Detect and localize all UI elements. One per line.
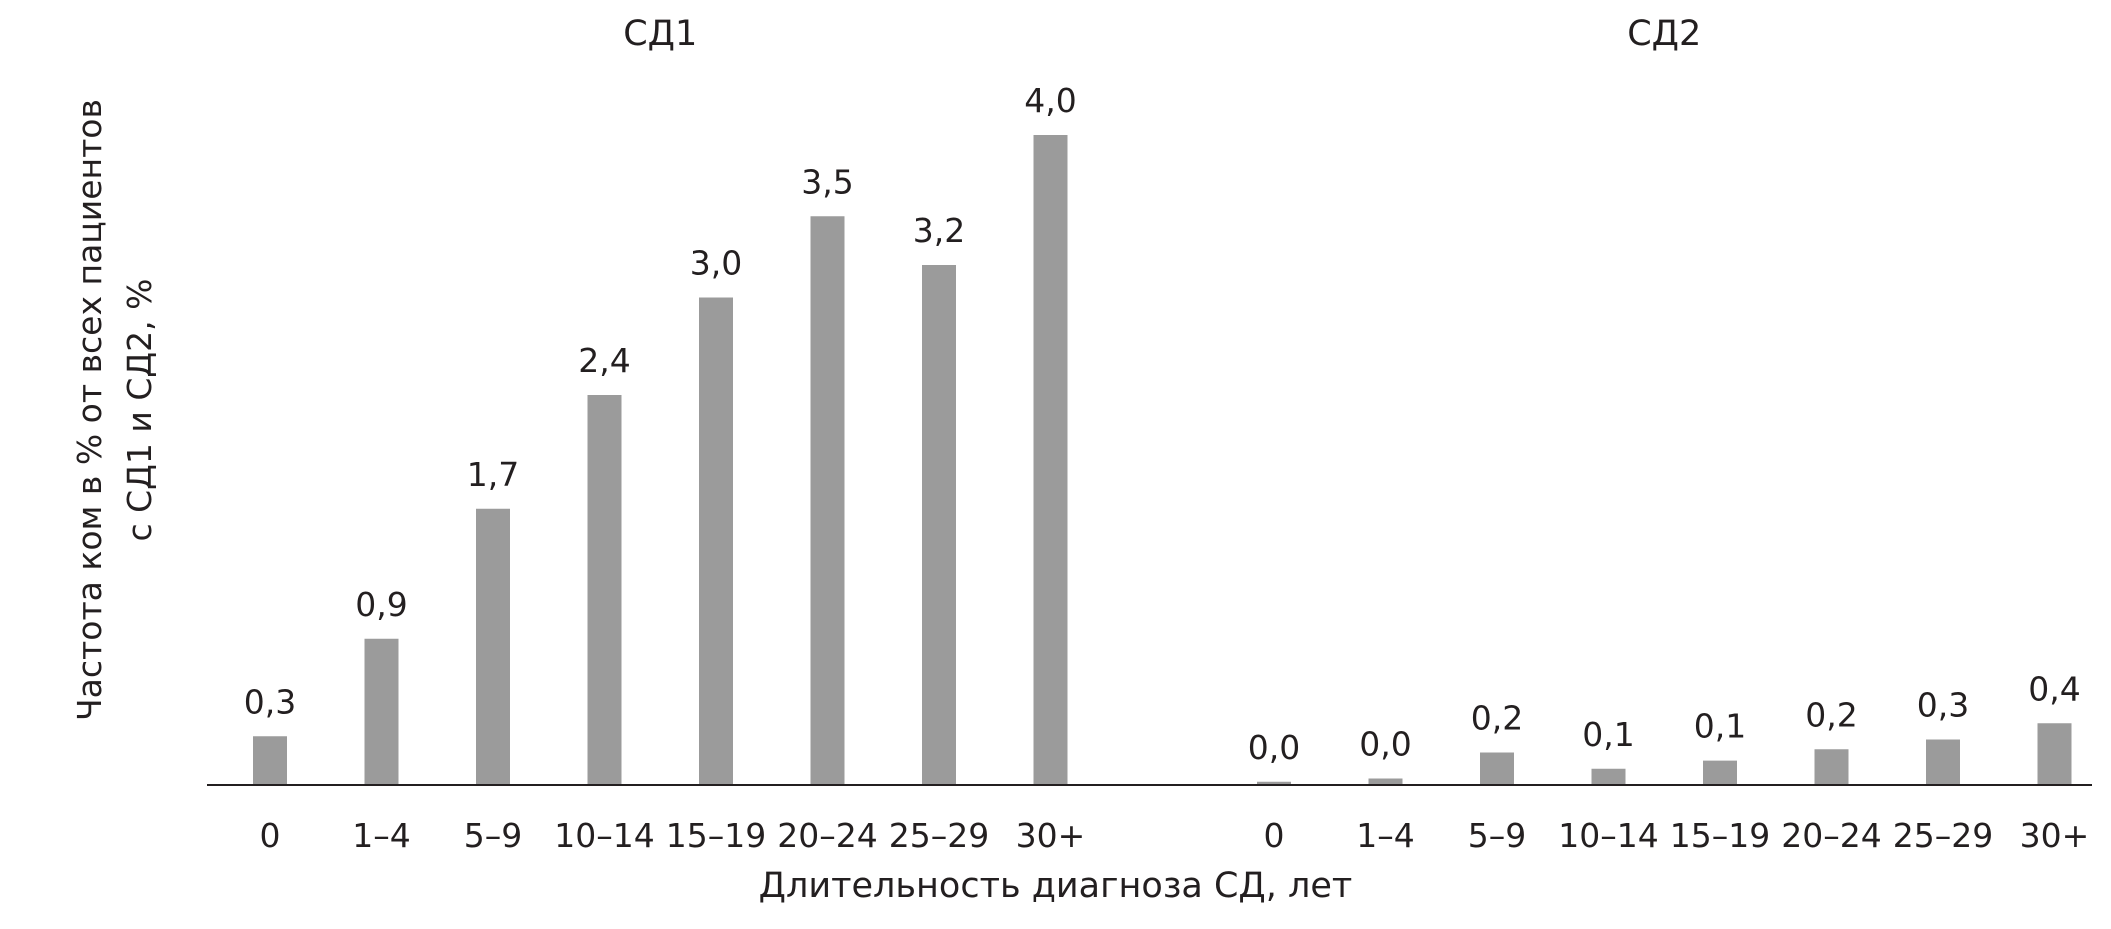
y-axis-title-line-1: Частота ком в % от всех пациентов — [70, 99, 109, 721]
group-title-СД2: СД2 — [1627, 14, 1701, 54]
x-tick-label-СД1-4: 15–19 — [666, 816, 766, 855]
bar-СД1-3 — [587, 395, 622, 785]
x-tick-label-СД2-2: 5–9 — [1468, 816, 1527, 855]
bar-СД1-4 — [699, 297, 733, 785]
bar-СД2-3 — [1591, 768, 1626, 785]
data-label-СД2-4: 0,1 — [1694, 707, 1746, 746]
group-title-СД1: СД1 — [623, 14, 697, 54]
x-tick-label-СД2-5: 20–24 — [1781, 816, 1881, 855]
bar-СД2-7 — [2037, 723, 2072, 785]
data-label-СД2-0: 0,0 — [1248, 728, 1300, 767]
bar-СД1-2 — [476, 508, 510, 785]
data-label-СД1-1: 0,9 — [355, 585, 407, 624]
bar-СД2-1 — [1368, 778, 1403, 785]
data-label-СД1-6: 3,2 — [913, 211, 965, 250]
x-tick-label-СД1-0: 0 — [260, 816, 281, 855]
bar-СД1-5 — [810, 216, 845, 785]
bar-СД1-0 — [253, 736, 287, 785]
data-label-СД1-3: 2,4 — [578, 341, 630, 380]
bar-СД1-1 — [364, 638, 399, 785]
data-label-СД1-4: 3,0 — [690, 244, 742, 283]
y-axis-title-line-2: с СД1 и СД2, % — [120, 278, 159, 542]
x-tick-label-СД2-1: 1–4 — [1356, 816, 1415, 855]
data-label-СД2-7: 0,4 — [2028, 669, 2080, 708]
data-label-СД2-5: 0,2 — [1805, 695, 1857, 734]
data-label-СД1-7: 4,0 — [1024, 81, 1076, 120]
x-tick-label-СД1-6: 25–29 — [889, 816, 989, 855]
x-tick-label-СД2-0: 0 — [1264, 816, 1285, 855]
x-tick-label-СД2-7: 30+ — [2020, 816, 2090, 855]
data-label-СД1-2: 1,7 — [467, 455, 519, 494]
x-tick-label-СД1-2: 5–9 — [464, 816, 523, 855]
bar-СД2-6 — [1926, 739, 1960, 785]
bar-СД2-4 — [1703, 760, 1737, 785]
bar-СД2-0 — [1257, 781, 1291, 785]
data-label-СД2-3: 0,1 — [1582, 715, 1634, 754]
bar-СД2-2 — [1480, 752, 1514, 785]
data-label-СД2-1: 0,0 — [1359, 725, 1411, 764]
bar-СД1-7 — [1033, 135, 1068, 785]
x-tick-label-СД2-6: 25–29 — [1893, 816, 1993, 855]
x-tick-label-СД1-5: 20–24 — [777, 816, 877, 855]
y-axis-title: Частота ком в % от всех пациентов с СД1 … — [30, 60, 200, 760]
x-axis-title-text: Длительность диагноза СД, лет — [758, 866, 1353, 906]
x-tick-label-СД1-7: 30+ — [1016, 816, 1086, 855]
bar-СД1-6 — [922, 265, 956, 785]
data-label-СД2-6: 0,3 — [1917, 686, 1969, 725]
x-tick-label-СД1-1: 1–4 — [352, 816, 411, 855]
x-tick-label-СД2-4: 15–19 — [1670, 816, 1770, 855]
x-tick-label-СД1-3: 10–14 — [554, 816, 654, 855]
data-label-СД2-2: 0,2 — [1471, 699, 1523, 738]
bar-СД2-5 — [1814, 749, 1849, 785]
data-label-СД1-5: 3,5 — [801, 162, 853, 201]
data-label-СД1-0: 0,3 — [244, 682, 296, 721]
x-tick-label-СД2-3: 10–14 — [1558, 816, 1658, 855]
x-axis-title: Длительность диагноза СД, лет — [0, 866, 2111, 906]
